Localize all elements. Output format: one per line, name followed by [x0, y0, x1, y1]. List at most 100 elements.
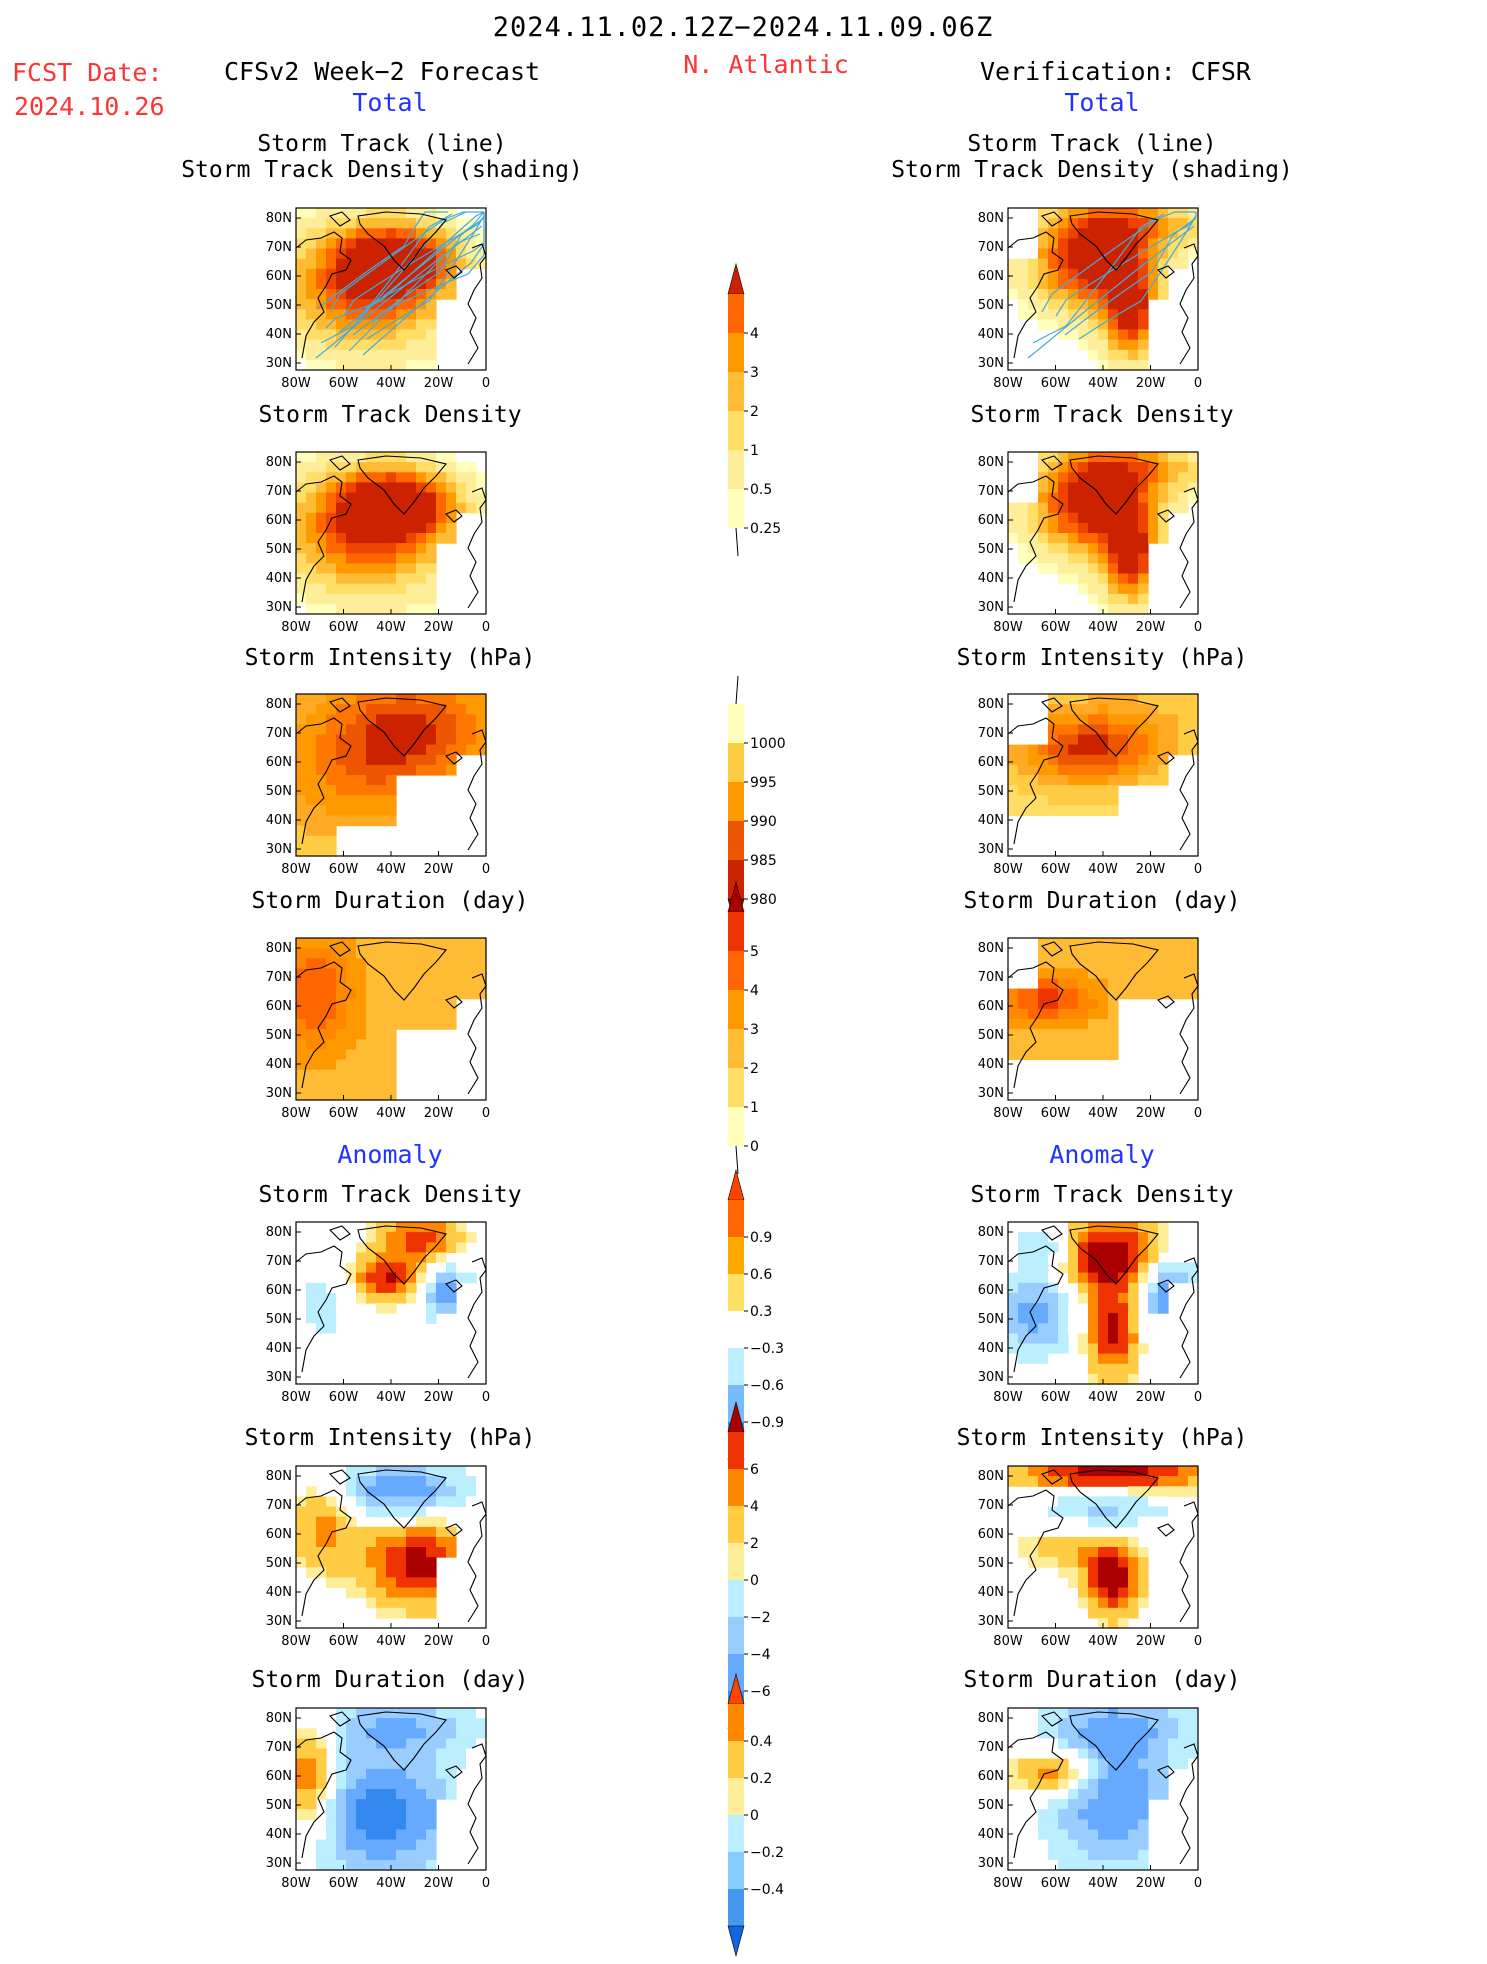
lon-tick-label: 40W	[376, 620, 406, 635]
lon-tick-label: 40W	[376, 1106, 406, 1121]
colorbar-label: 2	[750, 404, 759, 420]
colorbar-label: 2	[750, 1536, 759, 1552]
colorbar-segment	[728, 1274, 744, 1311]
lat-tick-label: 60N	[978, 1283, 1004, 1298]
lon-tick-label: 0	[1194, 620, 1202, 635]
colorbar-label: 1000	[750, 736, 786, 752]
lon-tick-label: 80W	[993, 1106, 1023, 1121]
colorbar-label: 0	[750, 1573, 759, 1589]
lon-tick-label: 80W	[281, 1390, 311, 1405]
lon-tick-label: 40W	[376, 1390, 406, 1405]
colorbar-label: 0.3	[750, 1304, 772, 1320]
lon-tick-label: 60W	[329, 1106, 359, 1121]
colorbar-label: 980	[750, 892, 777, 908]
f-anom-density-title: Storm Track Density	[258, 1182, 522, 1208]
colorbar-label: −0.6	[750, 1378, 784, 1394]
lon-tick-label: 20W	[1136, 376, 1166, 391]
lat-tick-label: 40N	[978, 1827, 1004, 1842]
lon-tick-label: 80W	[281, 1634, 311, 1649]
lon-tick-label: 20W	[1136, 862, 1166, 877]
colorbar-label: 0	[750, 1808, 759, 1824]
lon-tick-label: 20W	[1136, 1390, 1166, 1405]
lat-tick-label: 80N	[978, 211, 1004, 226]
colorbar-segment	[728, 743, 744, 782]
lat-tick-label: 40N	[978, 1585, 1004, 1600]
colorbar-segment	[728, 1815, 744, 1852]
lat-tick-label: 30N	[266, 1086, 292, 1101]
verification-anom-density-map: 80N 70N 60N 50N 40N 30N 80W 60W 40W 20W 0	[978, 1221, 1202, 1405]
fcst-date: 2024.10.26	[14, 92, 165, 121]
colorbar-label: −6	[750, 1684, 771, 1700]
lon-tick-label: 20W	[424, 1106, 454, 1121]
v-anom-intensity-title: Storm Intensity (hPa)	[956, 1425, 1248, 1451]
lon-tick-label: 0	[1194, 1876, 1202, 1891]
lat-tick-label: 30N	[978, 600, 1004, 615]
lat-tick-label: 70N	[266, 240, 292, 255]
lat-tick-label: 50N	[978, 1028, 1004, 1043]
lon-tick-label: 80W	[281, 862, 311, 877]
colorbar-segment	[728, 1778, 744, 1815]
lat-tick-label: 70N	[978, 1498, 1004, 1513]
lon-tick-label: 0	[1194, 1634, 1202, 1649]
lon-tick-label: 40W	[376, 1876, 406, 1891]
colorbar-segment	[728, 860, 744, 899]
lon-tick-label: 60W	[1041, 1106, 1071, 1121]
lat-tick-label: 80N	[266, 455, 292, 470]
lat-tick-label: 70N	[266, 1254, 292, 1269]
lon-tick-label: 60W	[1041, 376, 1071, 391]
lon-tick-label: 20W	[1136, 1876, 1166, 1891]
colorbar-segment	[728, 1704, 744, 1741]
colorbar-label: 1	[750, 443, 759, 459]
lat-tick-label: 50N	[978, 298, 1004, 313]
colorbar-segment	[728, 411, 744, 450]
colorbar-segment	[728, 1469, 744, 1506]
lon-tick-label: 0	[482, 620, 490, 635]
colorbar-label: 2	[750, 1061, 759, 1077]
lat-tick-label: 80N	[978, 1225, 1004, 1240]
forecast-total-label: Total	[352, 88, 428, 117]
verification-track-line-map: 80N 70N 60N 50N 40N 30N 80W 60W 40W 20W 0	[978, 207, 1202, 391]
lat-tick-label: 70N	[266, 726, 292, 741]
v-intensity-title: Storm Intensity (hPa)	[956, 645, 1248, 671]
colorbar-label: 4	[750, 1499, 759, 1515]
total-duration-colorbar: 5 4 3 2 1 0	[727, 880, 759, 1175]
verification-anom-intensity-map: 80N 70N 60N 50N 40N 30N 80W 60W 40W 20W 0	[978, 1465, 1202, 1649]
lat-tick-label: 30N	[978, 1370, 1004, 1385]
colorbar-label: 0.4	[750, 1734, 772, 1750]
lat-tick-label: 40N	[266, 327, 292, 342]
v-anom-density-title: Storm Track Density	[970, 1182, 1234, 1208]
lat-tick-label: 60N	[978, 513, 1004, 528]
colorbar-segment	[728, 1741, 744, 1778]
lat-tick-label: 80N	[978, 697, 1004, 712]
colorbar-segment	[728, 450, 744, 489]
colorbar-label: 1	[750, 1100, 759, 1116]
lat-tick-label: 30N	[978, 356, 1004, 371]
lat-tick-label: 60N	[978, 1527, 1004, 1542]
lat-tick-label: 70N	[266, 1740, 292, 1755]
lon-tick-label: 40W	[1088, 1390, 1118, 1405]
colorbar-label: −4	[750, 1647, 771, 1663]
lon-tick-label: 80W	[993, 862, 1023, 877]
lon-tick-label: 40W	[1088, 376, 1118, 391]
colorbar-label: −0.2	[750, 1845, 784, 1861]
lon-tick-label: 80W	[993, 376, 1023, 391]
v-duration-title: Storm Duration (day)	[963, 888, 1241, 914]
lat-tick-label: 60N	[266, 513, 292, 528]
lat-tick-label: 30N	[978, 842, 1004, 857]
colorbar-segment	[728, 1432, 744, 1469]
colorbar-segment	[728, 1029, 744, 1068]
colorbar-segment	[728, 333, 744, 372]
colorbar-segment	[728, 821, 744, 860]
lon-tick-label: 0	[482, 862, 490, 877]
lat-tick-label: 30N	[978, 1614, 1004, 1629]
colorbar-segment	[728, 1311, 744, 1348]
lat-tick-label: 60N	[266, 755, 292, 770]
lon-tick-label: 60W	[329, 1634, 359, 1649]
lat-tick-label: 30N	[978, 1856, 1004, 1871]
lat-tick-label: 70N	[978, 726, 1004, 741]
colorbar-label: 0.2	[750, 1771, 772, 1787]
lon-tick-label: 60W	[1041, 1634, 1071, 1649]
forecast-intensity-map: 80N 70N 60N 50N 40N 30N 80W 60W 40W 20W 0	[266, 693, 490, 877]
lat-tick-label: 30N	[266, 356, 292, 371]
forecast-anom-intensity-map: 80N 70N 60N 50N 40N 30N 80W 60W 40W 20W 0	[266, 1465, 490, 1649]
